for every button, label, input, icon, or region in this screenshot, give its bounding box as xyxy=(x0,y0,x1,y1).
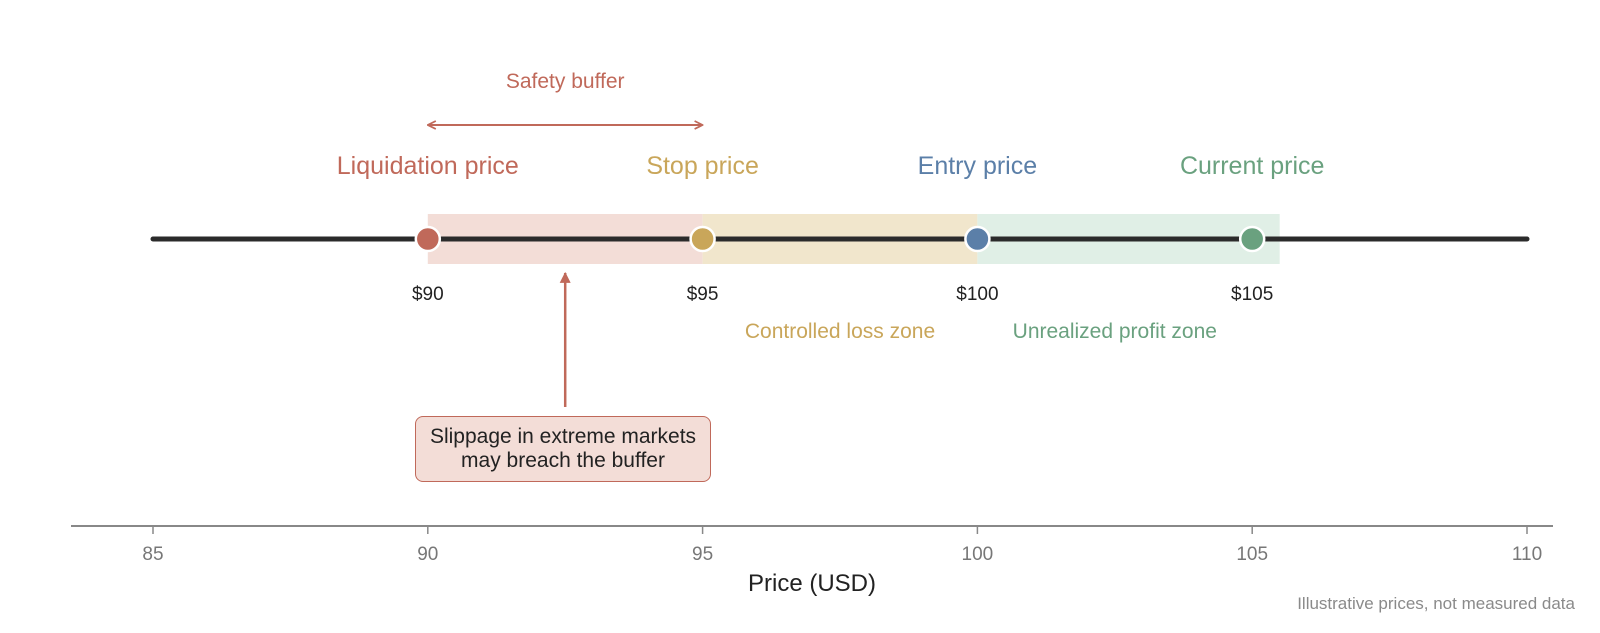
safety-buffer-label: Safety buffer xyxy=(506,70,625,93)
liquidation-price-label: Liquidation price xyxy=(337,152,519,180)
stop-price-label: Stop price xyxy=(646,152,759,180)
callout-line-1: Slippage in extreme markets xyxy=(429,425,697,448)
current-price-marker xyxy=(1238,225,1266,253)
unrealized-profit-zone-label: Unrealized profit zone xyxy=(1013,320,1217,343)
entry-price-value: $100 xyxy=(956,284,998,305)
x-axis-title: Price (USD) xyxy=(748,570,876,597)
entry-price-marker xyxy=(964,225,991,253)
stop-price-marker xyxy=(689,225,716,253)
x-tick-label-90: 90 xyxy=(417,544,438,565)
liquidation-price-marker xyxy=(414,225,442,253)
liquidation-price-value: $90 xyxy=(412,284,444,305)
x-tick-label-110: 110 xyxy=(1512,544,1542,565)
x-tick-label-95: 95 xyxy=(692,544,713,565)
callout-line-2: may breach the buffer xyxy=(461,449,665,472)
footnote: Illustrative prices, not measured data xyxy=(1297,594,1575,613)
stop-price-value: $95 xyxy=(687,284,719,305)
controlled-loss-zone-label: Controlled loss zone xyxy=(745,320,935,343)
slippage-callout: Slippage in extreme markets may breach t… xyxy=(415,416,711,482)
x-tick-label-105: 105 xyxy=(1236,544,1268,565)
x-tick-label-85: 85 xyxy=(142,544,163,565)
x-tick-label-100: 100 xyxy=(962,544,994,565)
current-price-value: $105 xyxy=(1231,284,1273,305)
current-price-label: Current price xyxy=(1180,152,1325,180)
entry-price-label: Entry price xyxy=(918,152,1037,180)
